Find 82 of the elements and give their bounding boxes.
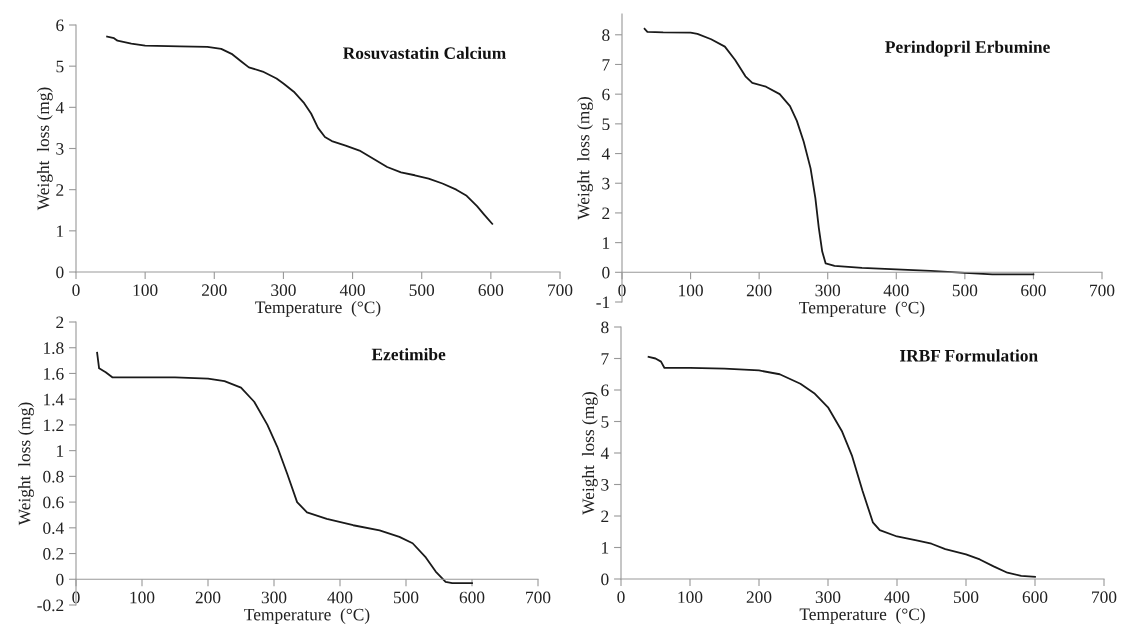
text: Perindopril Erbumine [885,40,1050,57]
x-tick-label: 600 [459,591,485,604]
x-tick-label: 700 [1092,591,1117,604]
x-tick-label: 500 [393,591,419,604]
x-tick-label: 600 [1022,591,1048,604]
y-tick-label: 6 [56,19,64,32]
y-tick-label: 7 [602,59,610,71]
y-tick-label: 5 [56,60,64,73]
y-tick-label: 6 [601,384,609,397]
x-tick-label: 400 [327,591,353,604]
x-tick-label: 100 [130,591,155,604]
y-tick-label: 3 [602,177,610,190]
x-tick-label: 200 [202,284,227,297]
y-tick-label: -0.2 [37,599,64,612]
x-tick-label: 0 [618,284,626,297]
x-axis-title: Temperature (°C) [799,301,925,317]
y-tick-label: 0.6 [43,496,64,509]
x-tick-label: 200 [746,591,772,604]
y-tick-label: 8 [602,29,610,41]
text: Rosuvastatin Calcium [343,46,506,60]
y-tick-label: 7 [601,353,609,365]
y-tick-label: 8 [601,321,609,334]
y-axis-title: Weight loss (mg) [18,402,34,526]
x-tick-label: 400 [884,591,910,604]
x-tick-label: 600 [1021,284,1046,297]
x-tick-label: 600 [478,284,504,297]
y-axis-title: Weight loss (mg) [577,97,593,220]
x-tick-label: 300 [815,591,841,604]
y-tick-label: 5 [601,416,609,428]
x-tick-label: 500 [952,284,978,297]
y-tick-label: 3 [56,143,64,155]
y-tick-label: 1.2 [44,419,64,432]
x-tick-label: 300 [815,284,841,297]
y-tick-label: 0 [56,266,64,279]
x-tick-label: 500 [953,591,979,604]
y-tick-label: 1 [57,225,64,237]
x-tick-label: 300 [261,591,287,604]
x-tick-label: 300 [271,284,296,297]
y-tick-label: 2 [602,207,610,219]
y-tick-label: -1 [596,296,610,309]
text: Ezetimibe [371,348,446,361]
y-tick-label: 4 [600,447,609,460]
y-tick-label: 2 [601,510,609,523]
y-tick-label: 4 [55,101,64,114]
y-tick-label: 1.4 [44,393,64,406]
y-axis-title: Weight loss (mg) [36,87,53,211]
x-axis-title: Temperature (°C) [799,607,925,624]
x-tick-label: 500 [409,284,435,297]
y-tick-label: 1.8 [44,342,64,354]
x-tick-label: 0 [617,591,625,604]
x-tick-label: 400 [883,284,909,297]
y-tick-label: 0 [602,266,610,279]
y-tick-label: 0 [601,573,609,586]
y-tick-label: 6 [602,88,610,101]
y-tick-label: 4 [601,148,610,160]
x-tick-label: 0 [72,591,80,604]
x-tick-label: 200 [195,591,221,604]
y-tick-label: 2 [56,184,64,196]
text: IRBF Formulation [899,349,1038,362]
y-axis-title: Weight loss (mg) [581,392,598,515]
y-tick-label: 5 [602,118,610,131]
y-tick-label: 0.4 [43,522,64,535]
y-tick-label: 1 [602,542,609,554]
y-tick-label: 3 [601,479,609,491]
y-tick-label: 2 [56,316,64,329]
x-tick-label: 200 [746,284,772,297]
x-tick-label: 700 [548,284,573,297]
x-tick-label: 700 [1090,284,1115,297]
x-tick-label: 0 [72,284,80,297]
x-tick-label: 400 [339,284,365,297]
x-axis-title: Temperature (°C) [255,300,381,317]
x-tick-label: 100 [133,284,158,297]
x-tick-label: 700 [526,591,551,604]
y-tick-label: 1 [603,237,610,249]
y-tick-label: 1 [57,445,64,457]
y-tick-label: 1.6 [44,367,64,380]
y-tick-label: 0.8 [43,470,64,483]
y-tick-label: 0.2 [43,548,64,560]
x-tick-label: 100 [678,591,703,604]
x-axis-title: Temperature (°C) [244,608,370,624]
y-tick-label: 0 [56,573,64,586]
x-tick-label: 100 [679,284,703,297]
